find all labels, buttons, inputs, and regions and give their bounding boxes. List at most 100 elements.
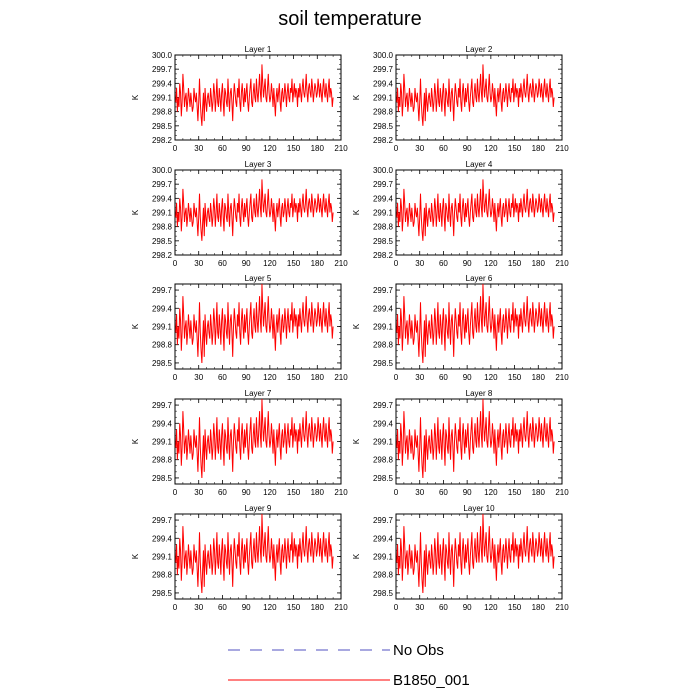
x-tick-label: 120 — [263, 144, 277, 153]
y-tick-label: 298.8 — [373, 108, 394, 117]
x-tick-label: 90 — [463, 603, 472, 612]
x-tick-label: 210 — [334, 144, 348, 153]
y-tick-label: 299.7 — [373, 286, 394, 295]
x-tick-label: 150 — [508, 603, 522, 612]
series-line-B1850_001 — [175, 179, 334, 241]
legend-label-1: No Obs — [393, 642, 444, 659]
panel-8: Layer 8 K 298.5 298.8 299.1 299.4 299.7 0 30 60 90… — [352, 389, 569, 497]
y-tick-label: 298.8 — [373, 456, 394, 465]
x-tick-label: 180 — [532, 603, 546, 612]
x-tick-label: 120 — [263, 603, 277, 612]
y-axis-label: K — [131, 94, 140, 100]
x-tick-label: 60 — [218, 259, 227, 268]
x-tick-label: 30 — [194, 488, 203, 497]
x-tick-label: 120 — [263, 259, 277, 268]
x-tick-label: 210 — [555, 373, 569, 382]
y-tick-label: 298.8 — [373, 341, 394, 350]
x-tick-label: 150 — [508, 259, 522, 268]
x-tick-label: 210 — [334, 373, 348, 382]
panel-10: Layer 10 K 298.5 298.8 299.1 299.4 299.7 0 30 60 9… — [352, 504, 569, 612]
x-tick-label: 90 — [242, 259, 251, 268]
x-tick-label: 120 — [263, 373, 277, 382]
x-tick-label: 210 — [555, 259, 569, 268]
y-tick-label: 299.7 — [373, 516, 394, 525]
x-tick-label: 0 — [173, 603, 178, 612]
y-axis-label: K — [352, 94, 361, 100]
y-tick-label: 298.5 — [152, 237, 173, 246]
series-line-B1850_001 — [175, 513, 334, 593]
y-tick-label: 298.2 — [152, 251, 173, 260]
x-tick-label: 60 — [439, 144, 448, 153]
legend: No Obs B1850_001 — [228, 642, 470, 689]
x-tick-label: 180 — [532, 488, 546, 497]
y-tick-label: 298.8 — [152, 571, 173, 580]
y-tick-label: 298.5 — [373, 474, 394, 483]
x-tick-label: 0 — [394, 373, 399, 382]
y-tick-label: 299.1 — [152, 209, 173, 218]
x-tick-label: 0 — [394, 144, 399, 153]
x-tick-label: 90 — [242, 144, 251, 153]
x-tick-label: 60 — [439, 373, 448, 382]
y-tick-label: 299.7 — [152, 65, 173, 74]
y-tick-label: 299.4 — [373, 419, 394, 428]
y-tick-label: 299.4 — [152, 79, 173, 88]
x-tick-label: 210 — [555, 603, 569, 612]
y-tick-label: 299.1 — [373, 323, 394, 332]
x-tick-label: 210 — [555, 144, 569, 153]
y-tick-label: 299.1 — [373, 438, 394, 447]
y-tick-label: 298.5 — [152, 589, 173, 598]
chart-title: soil temperature — [278, 8, 422, 30]
y-tick-label: 298.5 — [373, 589, 394, 598]
x-tick-label: 180 — [311, 488, 325, 497]
y-tick-label: 299.7 — [373, 65, 394, 74]
x-tick-label: 90 — [463, 259, 472, 268]
y-tick-label: 299.4 — [152, 304, 173, 313]
y-tick-label: 300.0 — [152, 51, 173, 60]
x-tick-label: 0 — [173, 488, 178, 497]
panel-title: Layer 2 — [466, 45, 493, 54]
x-tick-label: 150 — [287, 603, 301, 612]
legend-label-2: B1850_001 — [393, 672, 470, 689]
y-axis-label: K — [131, 323, 140, 329]
x-tick-label: 150 — [508, 144, 522, 153]
x-tick-label: 30 — [415, 144, 424, 153]
y-tick-label: 298.8 — [373, 223, 394, 232]
y-tick-label: 299.7 — [152, 516, 173, 525]
y-tick-label: 300.0 — [373, 51, 394, 60]
panel-5: Layer 5 K 298.5 298.8 299.1 299.4 299.7 0 30 60 90… — [131, 274, 348, 382]
panel-3: Layer 3 K 298.2 298.5 298.8 299.1 299.4 299.7 30… — [131, 160, 348, 268]
panel-7: Layer 7 K 298.5 298.8 299.1 299.4 299.7 0 30 60 90… — [131, 389, 348, 497]
y-axis-label: K — [352, 209, 361, 215]
panel-1: Layer 1 K 298.2 298.5 298.8 299.1 299.4 299.7 30… — [131, 45, 348, 153]
x-tick-label: 120 — [484, 603, 498, 612]
x-tick-label: 210 — [334, 603, 348, 612]
panel-title: Layer 5 — [245, 274, 272, 283]
y-tick-label: 299.4 — [373, 79, 394, 88]
x-tick-label: 60 — [439, 603, 448, 612]
y-tick-label: 299.4 — [152, 534, 173, 543]
x-tick-label: 90 — [242, 488, 251, 497]
x-tick-label: 0 — [173, 373, 178, 382]
y-tick-label: 299.1 — [373, 94, 394, 103]
x-tick-label: 150 — [508, 373, 522, 382]
y-tick-label: 299.7 — [373, 180, 394, 189]
panel-title: Layer 6 — [466, 274, 493, 283]
y-tick-label: 298.8 — [152, 341, 173, 350]
y-tick-label: 298.2 — [373, 136, 394, 145]
x-tick-label: 0 — [173, 144, 178, 153]
x-tick-label: 210 — [334, 259, 348, 268]
x-tick-label: 180 — [311, 259, 325, 268]
series-line-B1850_001 — [396, 513, 555, 593]
y-tick-label: 298.2 — [373, 251, 394, 260]
x-tick-label: 120 — [484, 488, 498, 497]
panel-title: Layer 4 — [466, 160, 493, 169]
x-tick-label: 120 — [484, 259, 498, 268]
x-tick-label: 180 — [311, 144, 325, 153]
series-line-B1850_001 — [175, 64, 334, 126]
panel-title: Layer 10 — [463, 504, 495, 513]
y-tick-label: 299.4 — [373, 534, 394, 543]
panel-title: Layer 7 — [245, 389, 272, 398]
x-tick-label: 180 — [532, 373, 546, 382]
x-tick-label: 180 — [311, 603, 325, 612]
